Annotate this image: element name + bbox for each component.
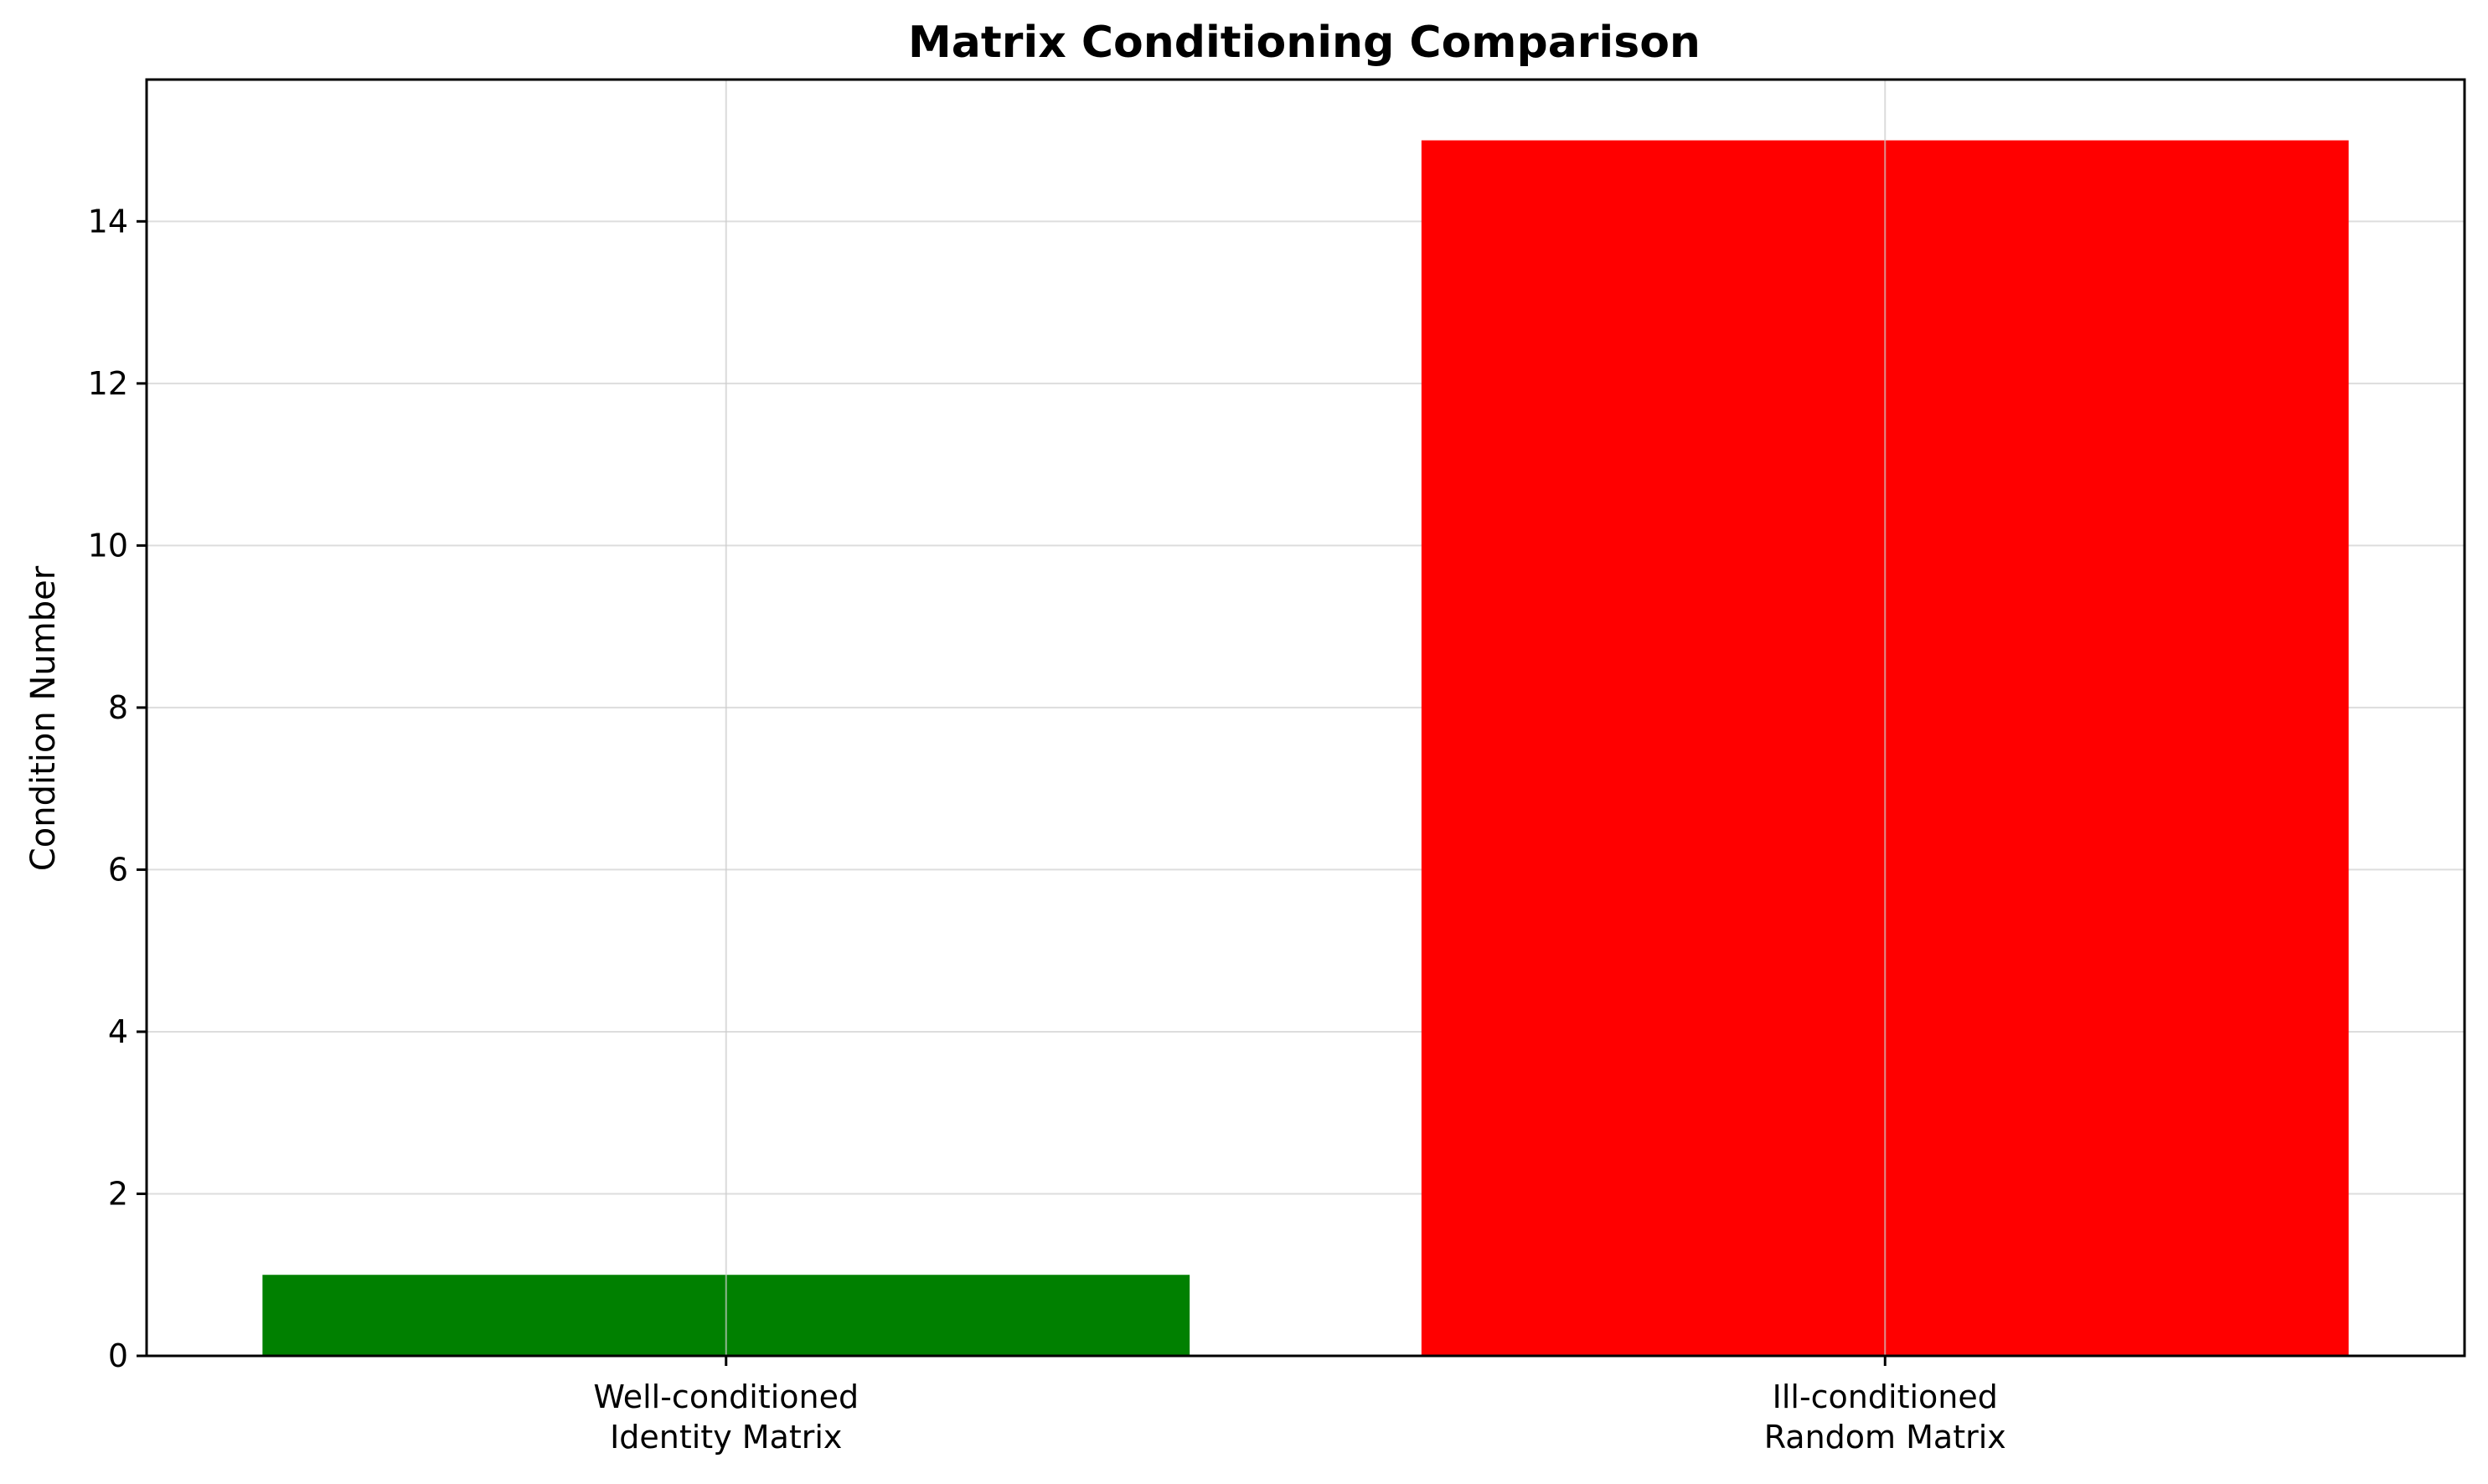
y-tick-label: 12 (88, 365, 128, 402)
y-tick-label: 4 (108, 1013, 128, 1050)
x-grid-lines (725, 80, 1887, 1356)
x-tick-label: Well-conditioned Identity Matrix (593, 1378, 859, 1456)
y-tick-label: 0 (108, 1337, 128, 1374)
chart-title: Matrix Conditioning Comparison (908, 18, 1701, 68)
y-tick-label: 14 (88, 203, 128, 240)
y-tick-label: 6 (108, 851, 128, 888)
y-tick-label: 2 (108, 1175, 128, 1212)
y-tick-label: 10 (88, 527, 128, 564)
y-axis-label: Condition Number (24, 565, 63, 871)
y-tick-label: 8 (108, 689, 128, 726)
x-tick-label: Ill-conditioned Random Matrix (1764, 1378, 2006, 1456)
plot-frame (145, 78, 2466, 1358)
axis-ticks: 0 2 4 6 8 10 12 14 Well-conditioned Identity Matr… (88, 203, 2006, 1456)
